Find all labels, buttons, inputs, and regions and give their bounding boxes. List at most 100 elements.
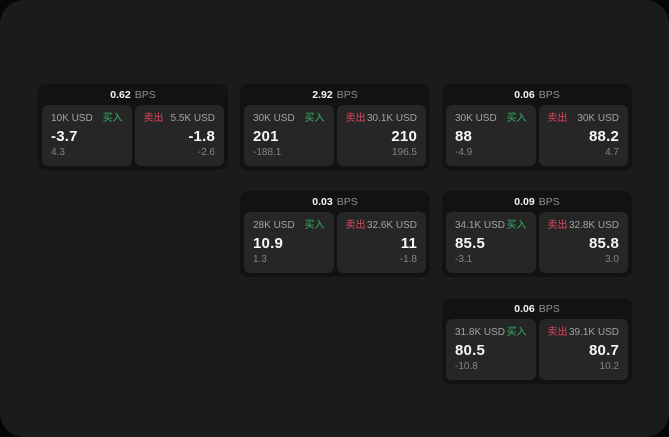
- sell-price: 210: [391, 128, 417, 145]
- sell-sub-value: -1.8: [399, 254, 417, 265]
- buy-quote-panel[interactable]: 31.8K USD 买入 80.5 -10.8: [446, 319, 536, 380]
- buy-label: 买入: [304, 113, 325, 124]
- buy-panel-header: 30K USD 买入: [455, 113, 527, 125]
- sell-sub-value: 3.0: [605, 254, 619, 265]
- sell-panel-header: 卖出 5.5K USD: [144, 113, 216, 125]
- buy-panel-header: 31.8K USD 买入: [455, 327, 527, 339]
- buy-amount: 31.8K USD: [455, 327, 506, 338]
- sell-amount: 39.1K USD: [568, 327, 619, 338]
- buy-amount: 28K USD: [253, 220, 295, 231]
- buy-label: 买入: [102, 113, 123, 124]
- buy-amount: 30K USD: [253, 113, 295, 124]
- buy-quote-panel[interactable]: 34.1K USD 买入 85.5 -3.1: [446, 212, 536, 273]
- sell-amount: 30K USD: [577, 113, 619, 124]
- bps-value: 0.06: [514, 302, 535, 315]
- sell-panel-header: 卖出 30K USD: [548, 113, 620, 125]
- sell-amount: 32.6K USD: [366, 220, 417, 231]
- card-body: 31.8K USD 买入 80.5 -10.8 卖出 39.1K USD 80.…: [442, 319, 632, 384]
- sell-quote-panel[interactable]: 卖出 30.1K USD 210 196.5: [336, 105, 426, 166]
- sell-quote-panel[interactable]: 卖出 39.1K USD 80.7 10.2: [538, 319, 628, 380]
- sell-sub-value: 4.7: [605, 147, 619, 158]
- quote-card-grid: 0.62 BPS 10K USD 买入 -3.7 4.3 卖出 5.5K USD…: [38, 84, 632, 384]
- quote-card: 0.62 BPS 10K USD 买入 -3.7 4.3 卖出 5.5K USD…: [38, 84, 228, 170]
- buy-amount: 34.1K USD: [455, 220, 506, 231]
- sell-label: 卖出: [547, 113, 568, 124]
- sell-quote-panel[interactable]: 卖出 32.8K USD 85.8 3.0: [538, 212, 628, 273]
- sell-label: 卖出: [345, 113, 366, 124]
- buy-label: 买入: [304, 220, 325, 231]
- quote-card: 0.03 BPS 28K USD 买入 10.9 1.3 卖出 32.6K US…: [240, 191, 430, 277]
- buy-sub-value: -4.9: [455, 147, 473, 158]
- buy-label: 买入: [506, 220, 527, 231]
- quote-card: 0.06 BPS 31.8K USD 买入 80.5 -10.8 卖出 39.1…: [442, 298, 632, 384]
- bps-unit-label: BPS: [336, 195, 358, 208]
- sell-sub-value: -2.6: [197, 147, 215, 158]
- buy-price: -3.7: [51, 128, 78, 145]
- buy-price: 80.5: [455, 342, 485, 359]
- buy-price: 10.9: [253, 235, 283, 252]
- card-body: 30K USD 买入 88 -4.9 卖出 30K USD 88.2 4.7: [442, 105, 632, 170]
- buy-panel-header: 10K USD 买入: [51, 113, 123, 125]
- buy-sub-value: -188.1: [253, 147, 282, 158]
- sell-sub-value: 196.5: [391, 147, 417, 158]
- card-header: 0.06 BPS: [442, 84, 632, 105]
- sell-price: 80.7: [589, 342, 619, 359]
- buy-label: 买入: [506, 327, 527, 338]
- quote-card: 0.09 BPS 34.1K USD 买入 85.5 -3.1 卖出 32.8K…: [442, 191, 632, 277]
- sell-label: 卖出: [547, 327, 568, 338]
- bps-unit-label: BPS: [134, 88, 156, 101]
- bps-value: 0.06: [514, 88, 535, 101]
- buy-quote-panel[interactable]: 30K USD 买入 201 -188.1: [244, 105, 334, 166]
- card-body: 34.1K USD 买入 85.5 -3.1 卖出 32.8K USD 85.8…: [442, 212, 632, 277]
- buy-label: 买入: [506, 113, 527, 124]
- sell-quote-panel[interactable]: 卖出 32.6K USD 11 -1.8: [336, 212, 426, 273]
- bps-value: 0.62: [110, 88, 131, 101]
- buy-amount: 30K USD: [455, 113, 497, 124]
- buy-sub-value: -3.1: [455, 254, 473, 265]
- sell-amount: 30.1K USD: [366, 113, 417, 124]
- card-header: 0.06 BPS: [442, 298, 632, 319]
- sell-panel-header: 卖出 30.1K USD: [346, 113, 418, 125]
- buy-quote-panel[interactable]: 10K USD 买入 -3.7 4.3: [42, 105, 132, 166]
- sell-amount: 32.8K USD: [568, 220, 619, 231]
- bps-value: 2.92: [312, 88, 333, 101]
- sell-label: 卖出: [547, 220, 568, 231]
- sell-quote-panel[interactable]: 卖出 30K USD 88.2 4.7: [538, 105, 628, 166]
- bps-value: 0.03: [312, 195, 333, 208]
- buy-sub-value: 1.3: [253, 254, 267, 265]
- sell-panel-header: 卖出 39.1K USD: [548, 327, 620, 339]
- sell-label: 卖出: [345, 220, 366, 231]
- buy-sub-value: -10.8: [455, 361, 478, 372]
- card-body: 10K USD 买入 -3.7 4.3 卖出 5.5K USD -1.8 -2.…: [38, 105, 228, 170]
- buy-price: 201: [253, 128, 279, 145]
- sell-price: -1.8: [188, 128, 215, 145]
- buy-amount: 10K USD: [51, 113, 93, 124]
- bps-unit-label: BPS: [336, 88, 358, 101]
- buy-quote-panel[interactable]: 28K USD 买入 10.9 1.3: [244, 212, 334, 273]
- sell-price: 85.8: [589, 235, 619, 252]
- card-header: 0.62 BPS: [38, 84, 228, 105]
- buy-price: 88: [455, 128, 473, 145]
- buy-panel-header: 30K USD 买入: [253, 113, 325, 125]
- quote-card: 0.06 BPS 30K USD 买入 88 -4.9 卖出 30K USD 8…: [442, 84, 632, 170]
- card-body: 30K USD 买入 201 -188.1 卖出 30.1K USD 210 1…: [240, 105, 430, 170]
- bps-unit-label: BPS: [538, 88, 560, 101]
- buy-quote-panel[interactable]: 30K USD 买入 88 -4.9: [446, 105, 536, 166]
- bps-unit-label: BPS: [538, 195, 560, 208]
- buy-panel-header: 34.1K USD 买入: [455, 220, 527, 232]
- card-header: 2.92 BPS: [240, 84, 430, 105]
- sell-price: 11: [400, 235, 417, 252]
- sell-quote-panel[interactable]: 卖出 5.5K USD -1.8 -2.6: [134, 105, 224, 166]
- bps-unit-label: BPS: [538, 302, 560, 315]
- sell-sub-value: 10.2: [599, 361, 619, 372]
- sell-price: 88.2: [589, 128, 619, 145]
- card-header: 0.09 BPS: [442, 191, 632, 212]
- card-body: 28K USD 买入 10.9 1.3 卖出 32.6K USD 11 -1.8: [240, 212, 430, 277]
- card-header: 0.03 BPS: [240, 191, 430, 212]
- sell-panel-header: 卖出 32.8K USD: [548, 220, 620, 232]
- buy-panel-header: 28K USD 买入: [253, 220, 325, 232]
- sell-label: 卖出: [143, 113, 164, 124]
- sell-amount: 5.5K USD: [170, 113, 215, 124]
- buy-price: 85.5: [455, 235, 485, 252]
